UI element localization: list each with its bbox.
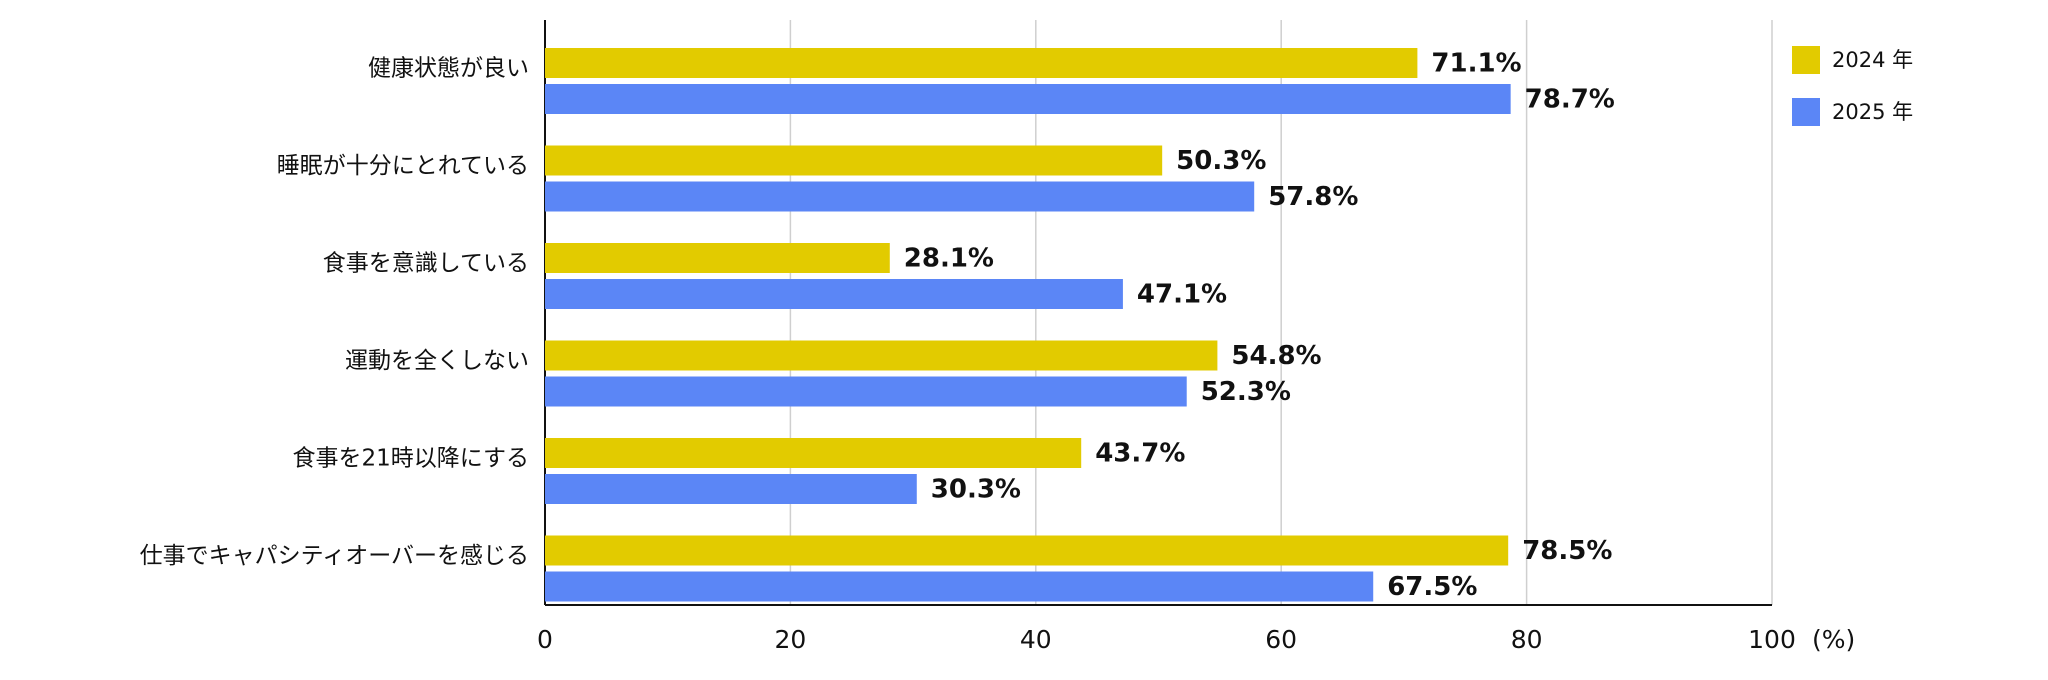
bar <box>545 571 1374 602</box>
legend-label: 2025 年 <box>1832 100 1913 124</box>
value-label: 30.3% <box>931 475 1021 505</box>
legend-label: 2024 年 <box>1832 48 1913 72</box>
x-tick-label: 20 <box>774 625 806 654</box>
bar <box>545 243 890 273</box>
bar <box>545 438 1082 468</box>
bar <box>545 474 917 504</box>
bar <box>545 145 1163 176</box>
value-label: 67.5% <box>1387 572 1477 602</box>
value-label: 57.8% <box>1268 182 1358 212</box>
value-label: 71.1% <box>1431 49 1521 79</box>
bar <box>545 340 1218 371</box>
category-label: 食事を21時以降にする <box>293 445 530 471</box>
category-label: 睡眠が十分にとれている <box>277 153 529 179</box>
value-label: 28.1% <box>904 244 994 274</box>
value-label: 78.5% <box>1522 536 1612 566</box>
value-label: 78.7% <box>1525 85 1615 115</box>
value-label: 47.1% <box>1137 280 1227 310</box>
value-label: 54.8% <box>1231 341 1321 371</box>
x-unit-label: (%) <box>1812 625 1855 654</box>
value-label: 52.3% <box>1201 377 1291 407</box>
legend-swatch <box>1792 98 1820 126</box>
bar <box>545 48 1418 78</box>
bar <box>545 181 1255 212</box>
bar <box>545 376 1187 407</box>
category-label: 仕事でキャパシティオーバーを感じる <box>140 543 529 569</box>
x-tick-label: 100 <box>1748 625 1796 654</box>
category-label: 健康状態が良い <box>368 55 529 81</box>
x-tick-label: 60 <box>1265 625 1297 654</box>
bar <box>545 535 1509 566</box>
category-label: 運動を全くしない <box>345 348 529 374</box>
value-label: 50.3% <box>1176 146 1266 176</box>
legend-swatch <box>1792 46 1820 74</box>
category-label: 食事を意識している <box>323 250 529 276</box>
bar <box>545 84 1511 114</box>
x-tick-label: 80 <box>1511 625 1543 654</box>
x-tick-label: 40 <box>1020 625 1052 654</box>
x-tick-label: 0 <box>537 625 553 654</box>
value-label: 43.7% <box>1095 439 1185 469</box>
bar <box>545 279 1123 309</box>
